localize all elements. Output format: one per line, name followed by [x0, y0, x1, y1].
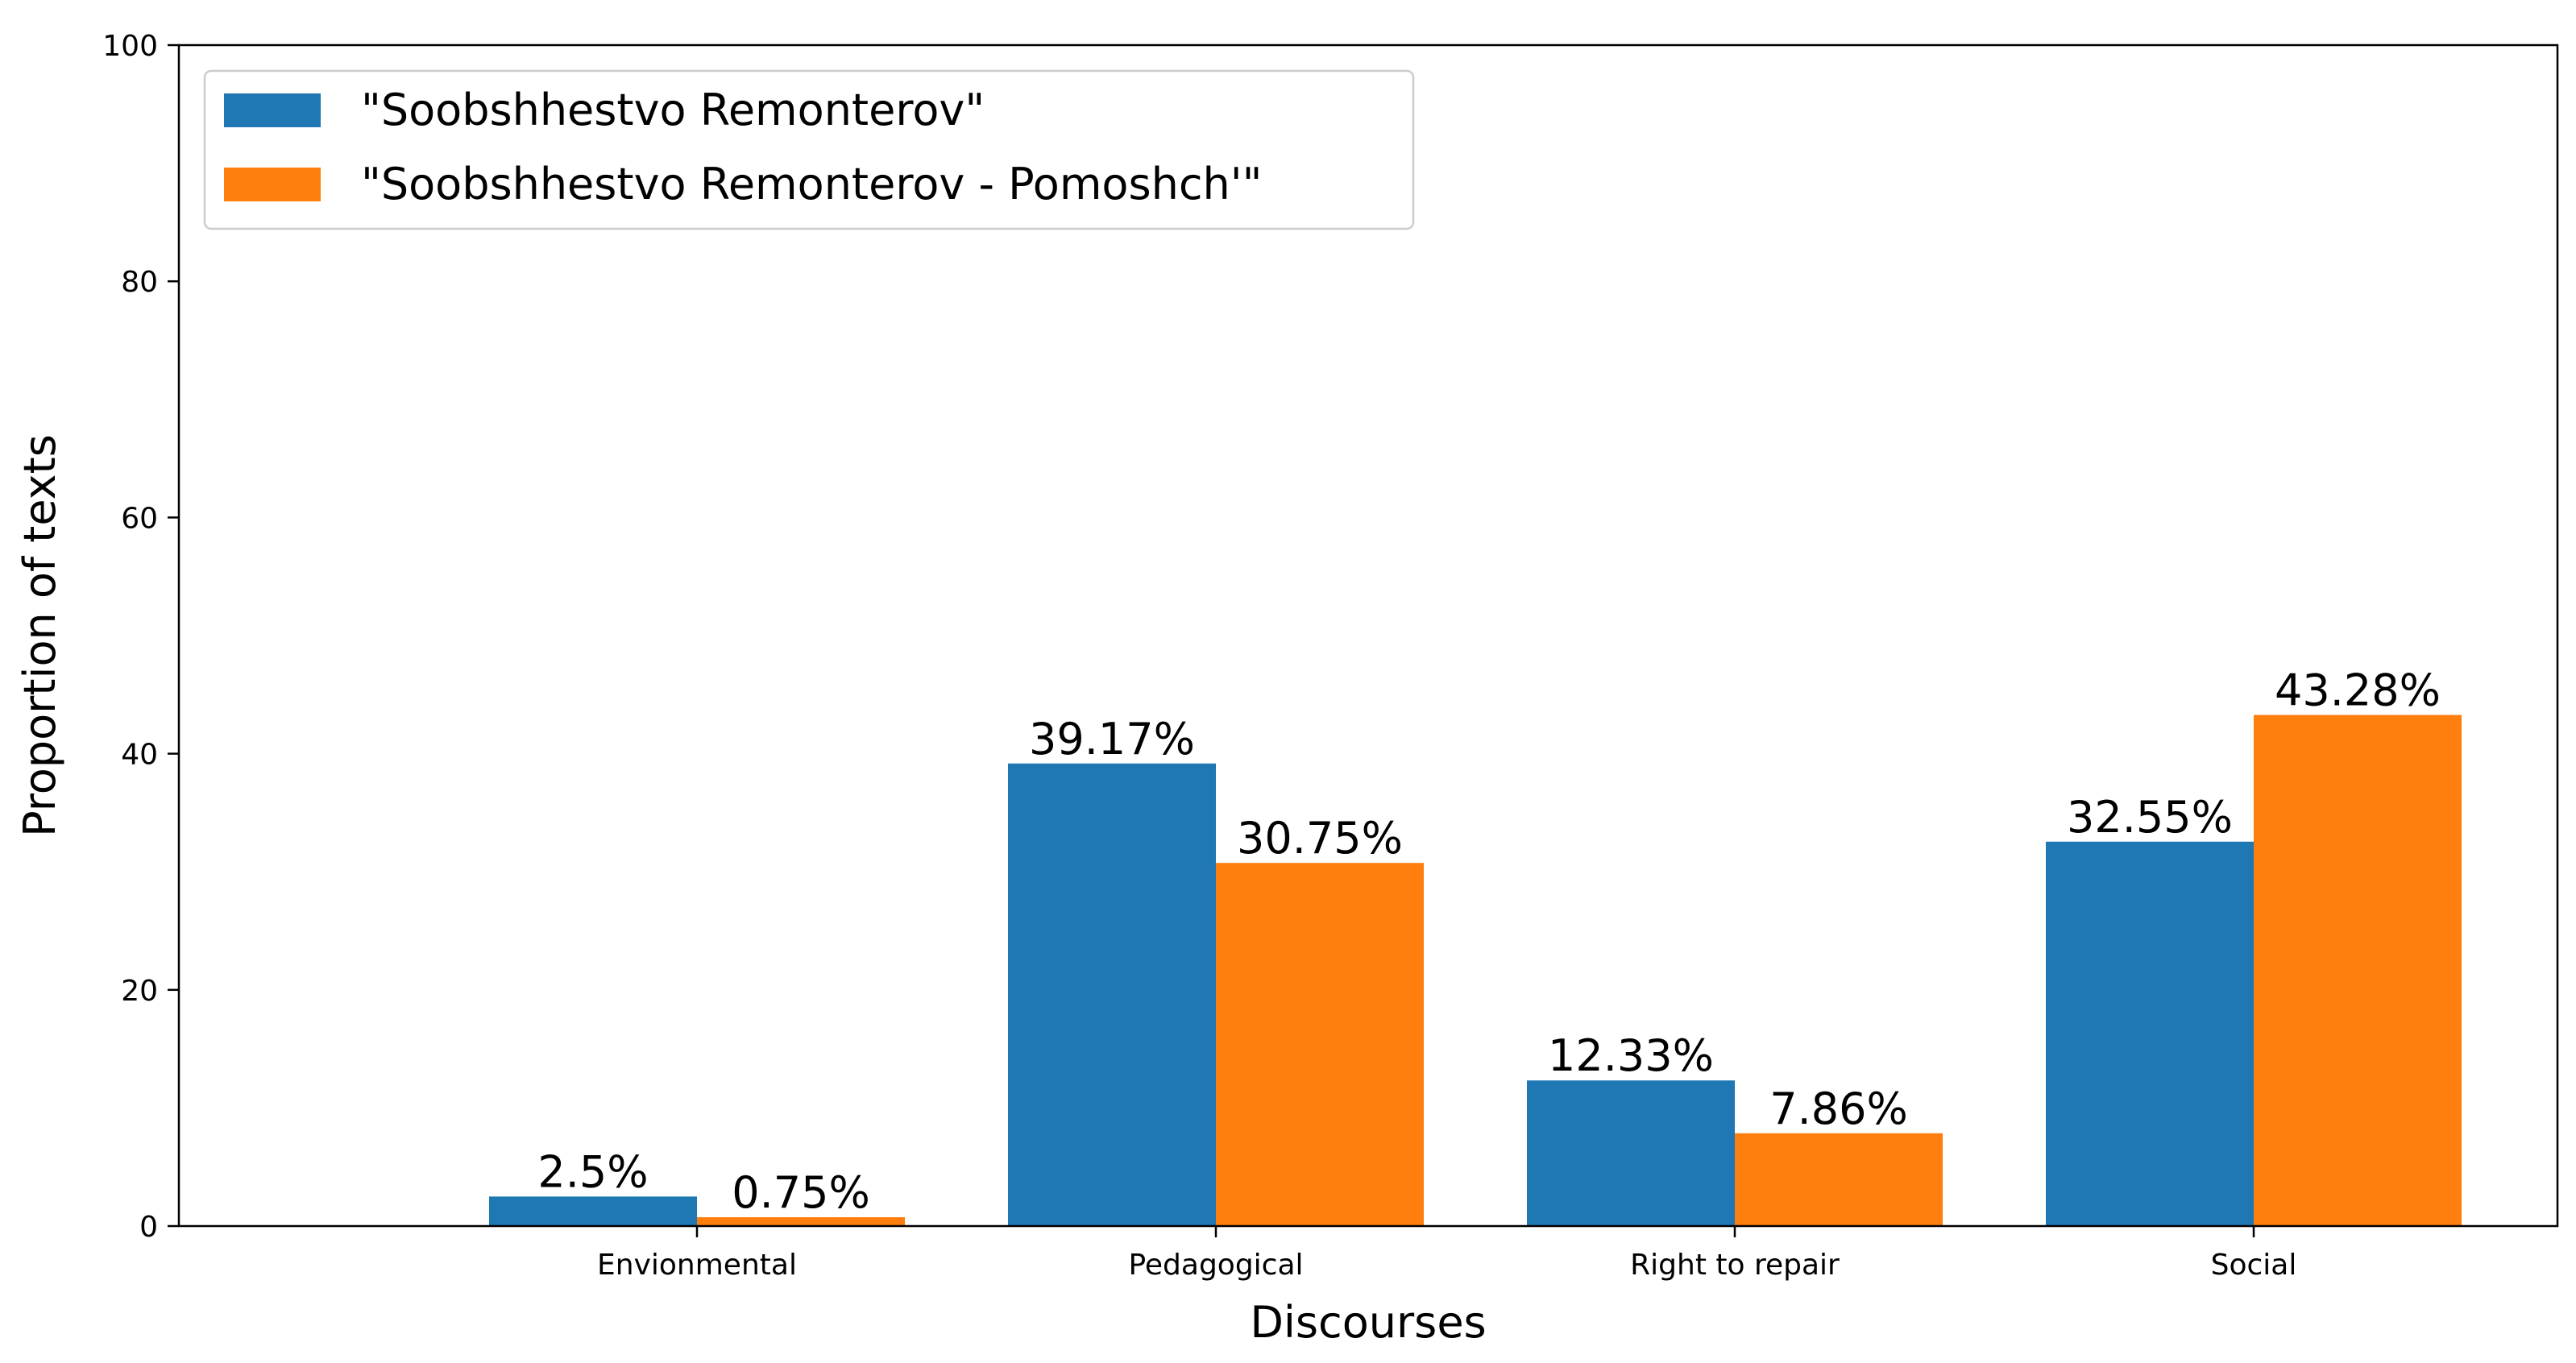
x-tick-label: Envionmental [597, 1249, 797, 1282]
x-tick-label: Pedagogical [1128, 1249, 1303, 1282]
y-tick-label: 40 [121, 739, 158, 772]
y-tick-label: 80 [121, 266, 158, 299]
bar-value-label: 43.28% [2275, 665, 2441, 716]
bar-pedagogical-series-1 [1008, 763, 1216, 1226]
legend-label-series-1: "Soobshhestvo Remonterov" [361, 85, 985, 135]
bar-social-series-2 [2254, 715, 2462, 1226]
bar-value-label: 30.75% [1237, 813, 1403, 864]
x-axis-title: Discourses [1250, 1297, 1486, 1348]
legend: "Soobshhestvo Remonterov" "Soobshhestvo R… [203, 69, 1415, 230]
y-axis-title: Proportion of texts [15, 434, 65, 837]
x-tick-label: Social [2211, 1249, 2297, 1282]
bar-social-series-1 [2046, 841, 2254, 1226]
bar-right-to-repair-series-1 [1527, 1080, 1735, 1226]
bar-value-label: 2.5% [537, 1146, 648, 1197]
y-tick-label: 20 [121, 975, 158, 1008]
legend-box [203, 69, 1415, 230]
bar-value-label: 32.55% [2067, 792, 2233, 843]
legend-swatch-series-1 [224, 93, 321, 127]
bars-layer [489, 715, 2462, 1226]
bar-value-label: 39.17% [1029, 714, 1195, 764]
y-tick-label: 0 [139, 1211, 158, 1244]
x-tick-label: Right to repair [1630, 1249, 1840, 1282]
bar-value-label: 7.86% [1769, 1083, 1908, 1134]
bar-value-label: 12.33% [1548, 1030, 1714, 1081]
bar-value-label: 0.75% [732, 1167, 870, 1218]
legend-swatch-series-2 [224, 168, 321, 201]
bar-pedagogical-series-2 [1216, 863, 1424, 1226]
bar-right-to-repair-series-2 [1735, 1133, 1943, 1226]
axes-layer: 0 20 40 60 80 100 Envionmental Pedagogical Right… [15, 30, 2559, 1348]
legend-label-series-2: "Soobshhestvo Remonterov - Pomoshch'" [361, 159, 1262, 209]
plot-frame [177, 44, 2559, 1228]
bar-envionmental-series-1 [489, 1196, 697, 1226]
bar-envionmental-series-2 [697, 1217, 905, 1226]
y-tick-label: 60 [121, 502, 158, 535]
y-tick-label: 100 [102, 30, 158, 63]
bar-labels-layer: 2.5% 0.75% 39.17% 30.75% 12.33% 7.86% 32.55% 43… [537, 665, 2441, 1218]
